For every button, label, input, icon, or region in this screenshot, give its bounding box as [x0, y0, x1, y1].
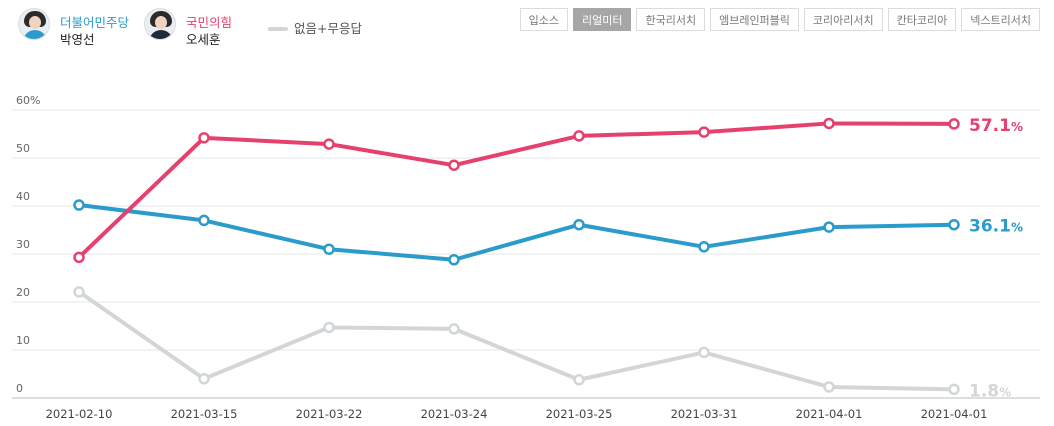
party-name: 더불어민주당 — [60, 15, 130, 30]
data-point-pyss — [823, 221, 835, 233]
x-tick-label: 2021-03-24 — [421, 407, 488, 421]
pollster-tabs: 입소스 리얼미터 한국리서치 엠브레인퍼블릭 코리아리서치 칸타코리아 넥스트리… — [519, 8, 1040, 31]
data-point-pyss — [573, 218, 585, 231]
data-point-pyss — [198, 214, 210, 227]
data-point-ohsh — [198, 132, 210, 144]
y-tick-label: 0 — [16, 382, 23, 395]
end-value-label-none: 1.8% — [969, 381, 1011, 401]
data-point-none — [448, 323, 460, 335]
x-tick-label: 2021-03-15 — [171, 407, 238, 421]
y-tick-label: 40 — [16, 190, 30, 203]
y-tick-label: 50 — [16, 142, 30, 155]
data-point-ohsh — [698, 126, 710, 138]
party-name: 국민의힘 — [186, 15, 233, 30]
data-point-ohsh — [948, 118, 960, 130]
series-line-pyss — [77, 203, 956, 262]
data-point-none — [948, 383, 960, 396]
tab-pollster[interactable]: 칸타코리아 — [887, 8, 957, 31]
y-tick-label: 60% — [16, 94, 40, 107]
end-value-label-ohsh: 57.1% — [969, 116, 1023, 136]
y-tick-label: 30 — [16, 238, 30, 251]
candidate-avatar-icon — [144, 8, 176, 40]
data-point-none — [323, 321, 335, 334]
end-value-unit: % — [1011, 221, 1023, 235]
data-point-pyss — [698, 241, 710, 253]
series-line-ohsh — [77, 121, 956, 260]
data-point-none — [698, 346, 710, 359]
data-point-none — [573, 374, 585, 386]
data-point-pyss — [323, 243, 335, 255]
legend-swatch — [268, 27, 288, 31]
data-point-none — [73, 286, 85, 298]
y-tick-label: 20 — [16, 286, 30, 299]
data-point-pyss — [73, 199, 85, 211]
x-tick-label: 2021-03-22 — [296, 407, 363, 421]
end-value-unit: % — [999, 385, 1011, 399]
data-point-none — [198, 373, 210, 385]
tab-pollster[interactable]: 한국리서치 — [636, 8, 706, 31]
candidate-name: 오세훈 — [186, 32, 221, 47]
y-tick-label: 10 — [16, 334, 30, 347]
candidate-avatar-icon — [18, 8, 50, 40]
x-tick-label: 2021-04-01 — [921, 407, 988, 421]
data-point-ohsh — [73, 251, 85, 264]
tab-pollster[interactable]: 코리아리서치 — [803, 8, 883, 31]
end-value-unit: % — [1011, 120, 1023, 134]
candidate-name: 박영선 — [60, 32, 95, 47]
x-tick-label: 2021-03-31 — [671, 407, 738, 421]
data-point-ohsh — [323, 138, 335, 150]
legend-other-label: 없음+무응답 — [294, 21, 362, 36]
tab-pollster-active[interactable]: 리얼미터 — [572, 8, 632, 31]
data-point-pyss — [448, 254, 460, 266]
data-point-ohsh — [448, 159, 460, 171]
data-point-none — [823, 381, 835, 393]
data-point-ohsh — [573, 130, 585, 142]
tab-pollster[interactable]: 넥스트리서치 — [961, 8, 1040, 31]
x-tick-label: 2021-04-01 — [796, 407, 863, 421]
x-tick-label: 2021-03-25 — [546, 407, 613, 421]
tab-pollster[interactable]: 입소스 — [519, 8, 568, 31]
data-point-pyss — [948, 218, 960, 231]
tab-pollster[interactable]: 엠브레인퍼블릭 — [710, 8, 799, 31]
end-value-label-pyss: 36.1% — [969, 217, 1023, 237]
x-tick-label: 2021-02-10 — [46, 407, 113, 421]
series-line-none — [77, 289, 956, 392]
data-point-ohsh — [823, 117, 835, 130]
